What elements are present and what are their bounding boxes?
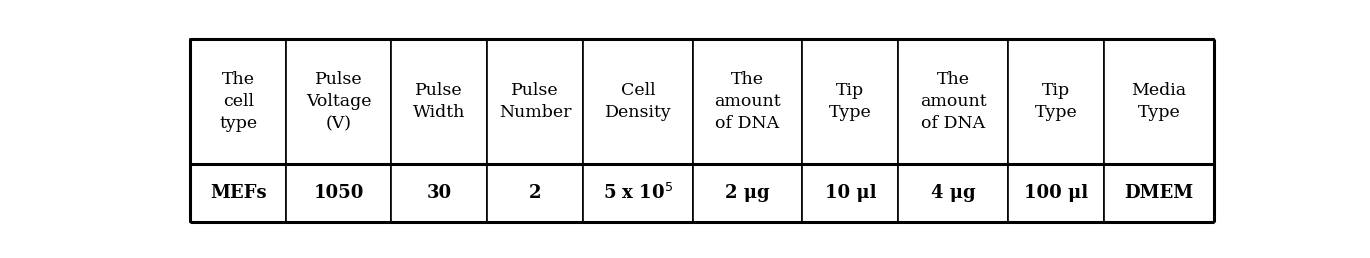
- Text: Media
Type: Media Type: [1132, 82, 1186, 121]
- Bar: [390, 39, 486, 164]
- Bar: [1008, 164, 1104, 222]
- Text: 100 μl: 100 μl: [1025, 184, 1088, 202]
- Bar: [584, 39, 693, 164]
- Bar: [1104, 39, 1214, 164]
- Text: Tip
Type: Tip Type: [829, 82, 871, 121]
- Text: MEFs: MEFs: [210, 184, 267, 202]
- Text: Pulse
Number: Pulse Number: [499, 82, 571, 121]
- Bar: [190, 164, 286, 222]
- Bar: [1104, 164, 1214, 222]
- Bar: [1008, 39, 1104, 164]
- Text: Pulse
Voltage
(V): Pulse Voltage (V): [306, 71, 371, 132]
- Bar: [286, 39, 390, 164]
- Bar: [486, 39, 584, 164]
- Text: The
cell
type: The cell type: [219, 71, 258, 132]
- Text: Cell
Density: Cell Density: [604, 82, 671, 121]
- Bar: [486, 164, 584, 222]
- Bar: [390, 164, 486, 222]
- Bar: [899, 39, 1008, 164]
- Bar: [899, 164, 1008, 222]
- Text: 5 x 10$^{5}$: 5 x 10$^{5}$: [603, 183, 673, 203]
- Text: Pulse
Width: Pulse Width: [412, 82, 466, 121]
- Bar: [693, 39, 803, 164]
- Bar: [584, 164, 693, 222]
- Text: 10 μl: 10 μl: [825, 184, 877, 202]
- Text: The
amount
of DNA: The amount of DNA: [714, 71, 781, 132]
- Text: 2: 2: [529, 184, 541, 202]
- Bar: [803, 164, 899, 222]
- Text: Tip
Type: Tip Type: [1034, 82, 1078, 121]
- Text: 2 μg: 2 μg: [725, 184, 770, 202]
- Bar: [286, 164, 390, 222]
- Bar: [190, 39, 286, 164]
- Text: The
amount
of DNA: The amount of DNA: [921, 71, 986, 132]
- Bar: [693, 164, 803, 222]
- Text: DMEM: DMEM: [1125, 184, 1193, 202]
- Text: 4 μg: 4 μg: [932, 184, 975, 202]
- Text: 30: 30: [426, 184, 452, 202]
- Bar: [803, 39, 899, 164]
- Text: 1050: 1050: [314, 184, 364, 202]
